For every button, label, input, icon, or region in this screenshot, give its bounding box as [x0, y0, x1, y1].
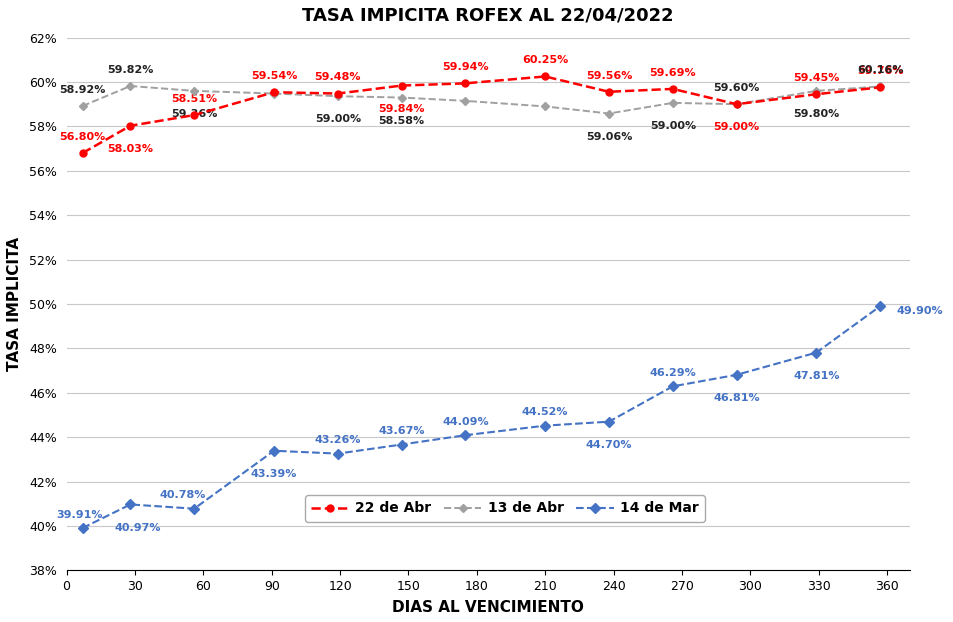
22 de Abr [77, 149, 89, 157]
Text: 58.51%: 58.51% [171, 94, 217, 104]
Text: 59.60%: 59.60% [713, 83, 759, 93]
Text: 43.67%: 43.67% [378, 426, 424, 436]
14 de Mar [874, 302, 885, 310]
13 de Abr [332, 93, 343, 100]
13 de Abr [189, 87, 200, 95]
Text: 59.00%: 59.00% [649, 121, 695, 131]
14 de Mar [125, 501, 136, 508]
Text: 56.80%: 56.80% [59, 132, 106, 142]
Text: 60.25%: 60.25% [521, 55, 568, 65]
Text: 59.45%: 59.45% [792, 73, 839, 83]
Text: 44.70%: 44.70% [585, 440, 632, 450]
Y-axis label: TASA IMPLICITA: TASA IMPLICITA [7, 237, 22, 371]
Text: 46.81%: 46.81% [713, 393, 760, 403]
Text: 59.80%: 59.80% [792, 109, 839, 119]
13 de Abr [395, 94, 407, 101]
22 de Abr [810, 90, 821, 98]
Text: 59.06%: 59.06% [585, 132, 632, 142]
22 de Abr [666, 85, 678, 93]
Text: 59.36%: 59.36% [171, 109, 217, 119]
22 de Abr [730, 101, 741, 108]
13 de Abr [77, 102, 89, 109]
22 de Abr [268, 88, 279, 96]
14 de Mar [810, 349, 821, 356]
Text: 59.00%: 59.00% [713, 123, 759, 132]
14 de Mar [666, 383, 678, 390]
Text: 59.76%: 59.76% [856, 66, 902, 77]
14 de Mar [268, 447, 279, 455]
Text: 58.03%: 58.03% [108, 144, 153, 154]
Text: 43.26%: 43.26% [314, 435, 360, 445]
Text: 43.39%: 43.39% [251, 469, 296, 479]
Text: 44.09%: 44.09% [441, 417, 488, 427]
Text: 46.29%: 46.29% [649, 368, 696, 378]
Text: 59.84%: 59.84% [378, 104, 424, 114]
22 de Abr [459, 80, 471, 87]
Legend: 22 de Abr, 13 de Abr, 14 de Mar: 22 de Abr, 13 de Abr, 14 de Mar [305, 495, 704, 521]
14 de Mar [395, 441, 407, 448]
Text: 58.58%: 58.58% [378, 116, 424, 126]
Text: 44.52%: 44.52% [521, 407, 568, 417]
Text: 59.69%: 59.69% [649, 68, 696, 78]
14 de Mar [332, 450, 343, 457]
13 de Abr [538, 103, 550, 110]
Line: 22 de Abr: 22 de Abr [79, 73, 882, 157]
Text: 47.81%: 47.81% [792, 371, 839, 381]
Line: 14 de Mar: 14 de Mar [79, 303, 882, 531]
22 de Abr [602, 88, 614, 96]
14 de Mar [730, 371, 741, 379]
Line: 13 de Abr: 13 de Abr [80, 83, 882, 116]
Title: TASA IMPICITA ROFEX AL 22/04/2022: TASA IMPICITA ROFEX AL 22/04/2022 [302, 7, 673, 25]
22 de Abr [874, 83, 885, 91]
Text: 59.56%: 59.56% [585, 71, 632, 81]
Text: 59.54%: 59.54% [251, 71, 296, 81]
13 de Abr [810, 87, 821, 95]
Text: 59.82%: 59.82% [107, 65, 153, 75]
Text: 59.94%: 59.94% [441, 62, 488, 72]
Text: 49.90%: 49.90% [896, 306, 943, 316]
Text: 40.78%: 40.78% [160, 490, 206, 500]
13 de Abr [602, 110, 614, 118]
X-axis label: DIAS AL VENCIMIENTO: DIAS AL VENCIMIENTO [392, 600, 583, 615]
14 de Mar [459, 432, 471, 439]
13 de Abr [874, 83, 885, 90]
Text: 58.92%: 58.92% [59, 85, 106, 95]
Text: 40.97%: 40.97% [114, 522, 160, 532]
Text: 39.91%: 39.91% [56, 509, 103, 519]
13 de Abr [666, 99, 678, 106]
14 de Mar [77, 524, 89, 532]
13 de Abr [459, 97, 471, 104]
Text: 59.00%: 59.00% [314, 114, 360, 124]
14 de Mar [602, 418, 614, 425]
22 de Abr [395, 82, 407, 90]
Text: 59.48%: 59.48% [314, 72, 360, 83]
22 de Abr [332, 90, 343, 97]
14 de Mar [189, 505, 200, 513]
13 de Abr [268, 90, 279, 97]
22 de Abr [189, 111, 200, 119]
13 de Abr [125, 82, 136, 90]
22 de Abr [125, 122, 136, 129]
Text: 60.16%: 60.16% [856, 65, 902, 75]
14 de Mar [538, 422, 550, 429]
13 de Abr [730, 101, 741, 108]
22 de Abr [538, 73, 550, 80]
